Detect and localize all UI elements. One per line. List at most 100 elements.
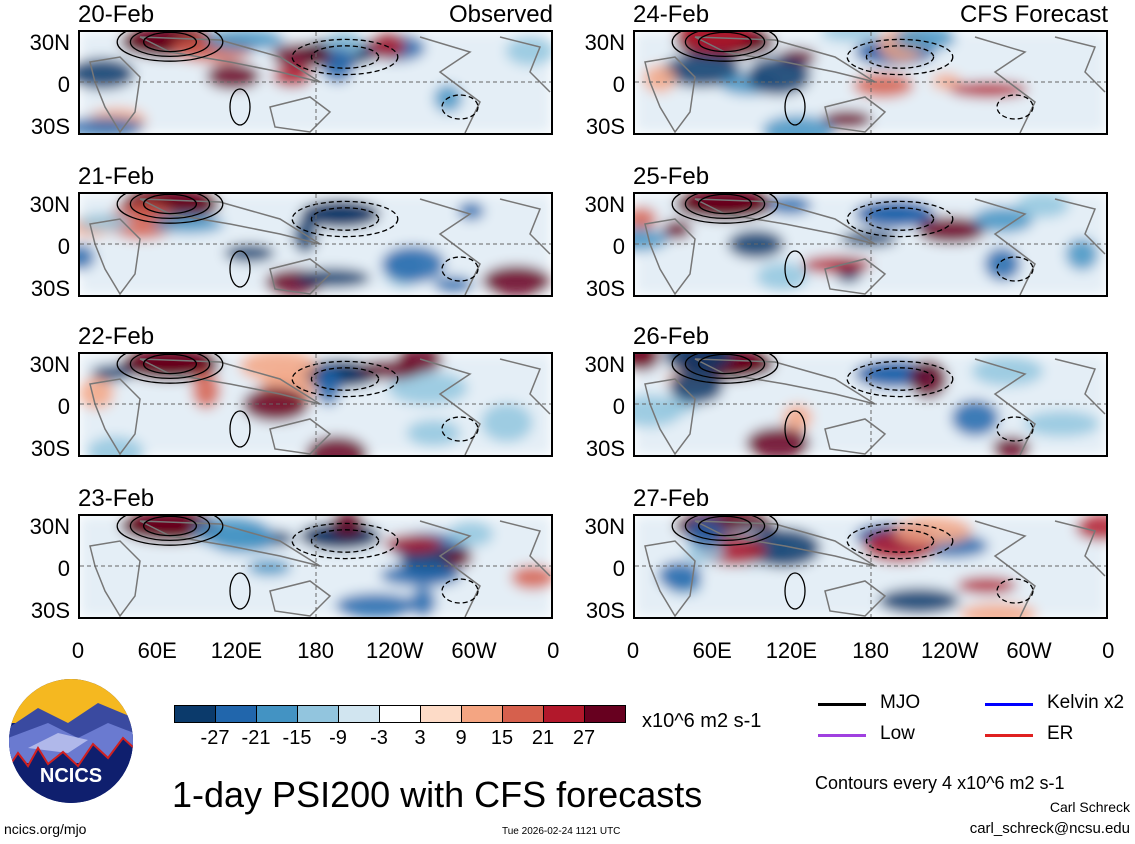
lon-label: 180 [297,638,334,663]
lat-label: 0 [57,394,70,419]
legend-line-er [985,734,1033,737]
map-panel [633,352,1108,457]
logo-text: NCICS [40,765,102,787]
psi200-field [80,516,551,617]
lat-label: 30N [584,352,625,377]
legend-line-mjo [818,703,866,706]
panel-date: 25-Feb [633,163,710,190]
psi200-field [635,516,1106,617]
panel-date: 22-Feb [78,323,155,350]
lat-label: 30N [29,30,70,55]
panel-date: 21-Feb [78,163,155,190]
colorbar-label: 3 [414,727,426,749]
lon-label: 0 [1102,638,1115,663]
lat-label: 30S [585,436,625,461]
lat-label: 0 [57,72,70,97]
lat-label: 30N [29,192,70,217]
colorbar-swatch [338,705,380,723]
lat-label: 0 [612,394,625,419]
legend-label: MJO [880,692,921,713]
lon-label: 60W [451,638,497,663]
timestamp: Tue 2026-02-24 1121 UTC [502,826,621,837]
psi200-field [80,354,551,455]
lat-label: 30S [30,114,70,139]
psi200-field [635,194,1106,295]
colorbar-label: 15 [490,727,514,749]
lon-label: 60E [137,638,177,663]
lat-label: 0 [612,234,625,259]
lat-label: 30N [584,514,625,539]
panel-date: 23-Feb [78,485,155,512]
lon-label: 60E [692,638,732,663]
colorbar-swatch [420,705,462,723]
colorbar-swatch [379,705,421,723]
lat-label: 0 [612,556,625,581]
lon-label: 120W [921,638,979,663]
colorbar-label: -9 [329,727,347,749]
lat-label: 30S [585,598,625,623]
panel-date: 26-Feb [633,323,710,350]
lat-label: 0 [57,234,70,259]
lat-label: 30S [30,436,70,461]
colorbar-label: 21 [531,727,555,749]
legend-label: Low [880,723,915,744]
lat-label: 30S [585,114,625,139]
colorbar-units: x10^6 m2 s-1 [642,710,762,732]
lat-label: 0 [612,72,625,97]
panel-date: 24-Feb [633,1,710,28]
colorbar-label: -21 [241,727,271,749]
colorbar-swatch [297,705,339,723]
ncics-logo: NCICS [9,679,133,803]
colorbar-label: -3 [370,727,388,749]
colorbar-swatch [502,705,544,723]
colorbar-swatch [461,705,503,723]
lon-label: 120E [210,638,263,663]
colorbar-label: -15 [282,727,312,749]
psi200-field [635,354,1106,455]
lat-label: 0 [57,556,70,581]
panel-type-title: Observed [448,1,553,28]
colorbar-swatch [584,705,626,723]
map-panel [78,192,553,297]
contours-note: Contours every 4 x10^6 m2 s-1 [815,773,1065,793]
panel-type-title: CFS Forecast [959,1,1108,28]
lon-label: 0 [626,638,640,663]
map-panel [78,30,553,135]
legend-line-low [818,734,866,737]
lon-label: 0 [71,638,85,663]
lat-label: 30N [584,30,625,55]
psi200-field [80,32,551,133]
legend-label: ER [1047,723,1074,744]
legend-line-kelvin [985,703,1033,706]
lat-label: 30N [29,514,70,539]
lat-label: 30N [584,192,625,217]
colorbar-label: 27 [572,727,596,749]
colorbar-swatch [215,705,257,723]
author: Carl Schreck [1049,799,1130,815]
map-panel [633,30,1108,135]
colorbar-label: -27 [200,727,230,749]
email: carl_schreck@ncsu.edu [969,820,1130,837]
lon-label: 180 [852,638,889,663]
lon-label: 120W [366,638,424,663]
lat-label: 30N [29,352,70,377]
lon-label: 120E [765,638,818,663]
panel-date: 20-Feb [78,1,155,28]
colorbar-label: 9 [455,727,467,749]
map-panel [78,352,553,457]
map-panel [78,514,553,619]
colorbar-swatch [174,705,216,723]
lat-label: 30S [30,598,70,623]
map-panel [633,192,1108,297]
lon-label: 60W [1006,638,1052,663]
lat-label: 30S [30,276,70,301]
lon-label: 0 [547,638,560,663]
map-panel [633,514,1108,619]
colorbar-swatch [543,705,585,723]
psi200-field [80,194,551,295]
psi200-field [635,32,1106,133]
figure-title: 1-day PSI200 with CFS forecasts [172,774,703,815]
panel-date: 27-Feb [633,485,710,512]
lat-label: 30S [585,276,625,301]
